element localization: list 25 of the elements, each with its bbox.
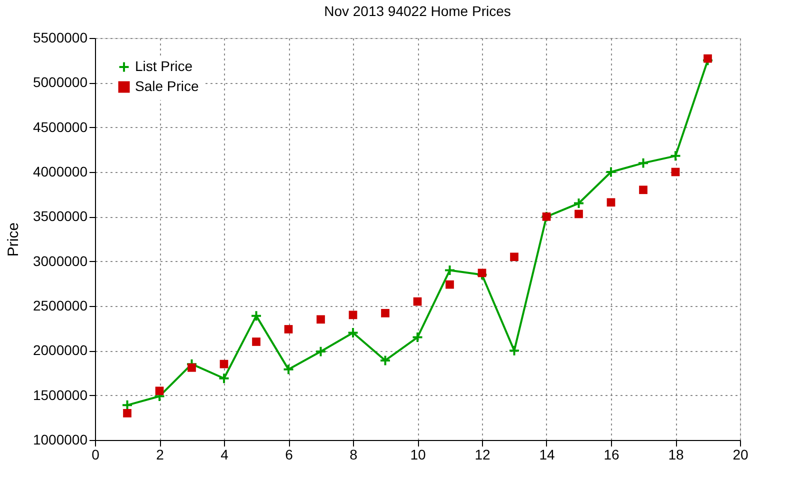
y-tick-label: 5000000 (32, 74, 88, 90)
y-tick-label: 5500000 (32, 30, 88, 46)
y-tick-label: 4000000 (32, 164, 88, 180)
y-tick-label: 2000000 (32, 342, 88, 358)
x-tick-label: 16 (604, 446, 620, 462)
x-tick-label: 4 (220, 446, 229, 462)
y-axis-title: Price (4, 222, 22, 257)
x-tick-label: 10 (410, 446, 426, 462)
chart-title: Nov 2013 94022 Home Prices (324, 3, 511, 19)
x-tick-label: 12 (474, 446, 490, 462)
y-tick-label: 2500000 (32, 298, 88, 314)
y-tick-label: 3500000 (32, 208, 88, 224)
x-tick-label: 0 (92, 446, 100, 462)
y-tick-label: 4500000 (32, 118, 88, 135)
y-tick-label: 1000000 (32, 432, 88, 448)
legend-label: List Price (135, 58, 193, 74)
y-tick-label: 3000000 (32, 252, 88, 269)
legend-label: Sale Price (135, 78, 200, 94)
x-tick-label: 18 (668, 446, 684, 462)
x-tick-label: 2 (156, 446, 164, 462)
x-tick-label: 20 (732, 446, 748, 462)
x-tick-label: 8 (350, 446, 358, 462)
x-tick-label: 14 (539, 446, 555, 462)
y-tick-label: 1500000 (32, 386, 88, 403)
x-tick-label: 6 (285, 446, 294, 462)
